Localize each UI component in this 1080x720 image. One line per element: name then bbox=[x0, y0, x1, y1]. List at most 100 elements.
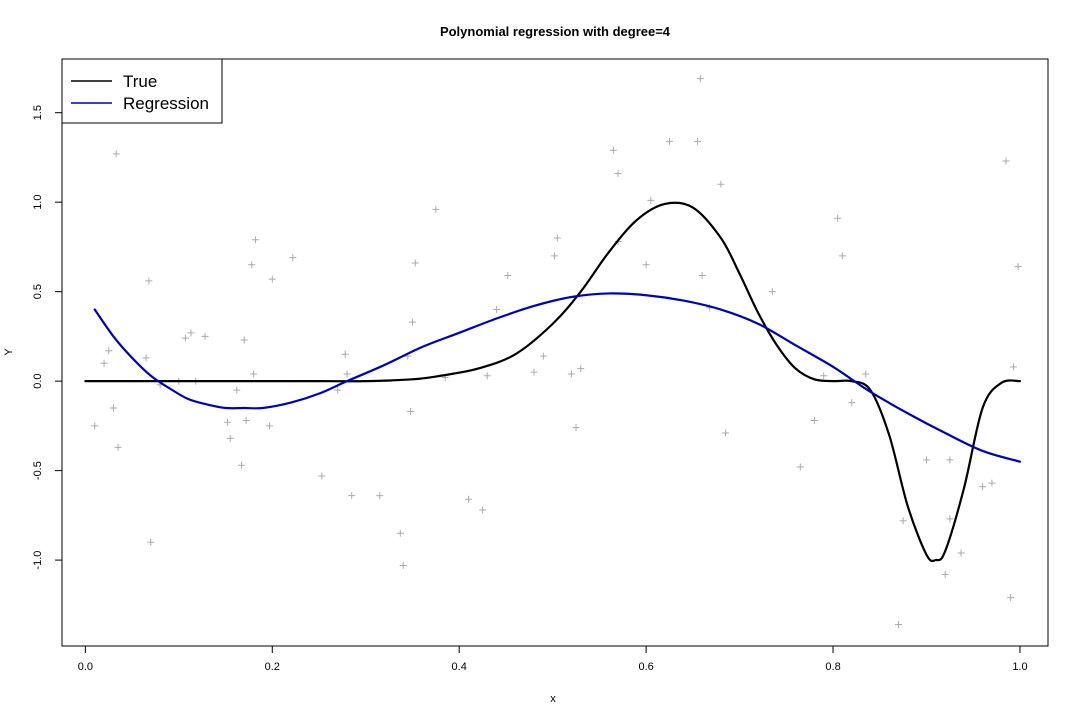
observation-point bbox=[551, 252, 559, 260]
observation-point bbox=[894, 621, 902, 629]
observation-point bbox=[145, 277, 153, 285]
observation-point bbox=[483, 372, 491, 380]
legend: True Regression bbox=[61, 58, 223, 124]
observation-point bbox=[504, 272, 512, 280]
observation-point bbox=[572, 424, 580, 432]
y-tick-label: -1.0 bbox=[32, 551, 44, 570]
observation-point bbox=[251, 236, 259, 244]
y-tick-label: 0.5 bbox=[32, 284, 44, 299]
observation-point bbox=[240, 336, 248, 344]
x-axis: 0.0 0.2 0.4 0.6 0.8 1.0 bbox=[78, 646, 1028, 673]
legend-label-regression: Regression bbox=[123, 94, 209, 113]
scatter-points bbox=[91, 75, 1022, 629]
plot-area-frame bbox=[61, 58, 1049, 647]
observation-point bbox=[717, 180, 725, 188]
y-tick-label: 1.0 bbox=[32, 195, 44, 210]
observation-point bbox=[237, 461, 245, 469]
observation-point bbox=[105, 347, 113, 355]
series-line-true bbox=[84, 201, 1022, 563]
legend-box bbox=[61, 58, 223, 124]
observation-point bbox=[957, 549, 965, 557]
observation-point bbox=[553, 234, 561, 242]
observation-point bbox=[834, 214, 842, 222]
observation-point bbox=[432, 205, 440, 213]
observation-point bbox=[988, 479, 996, 487]
observation-point bbox=[479, 506, 487, 514]
observation-point bbox=[493, 306, 501, 314]
observation-point bbox=[862, 370, 870, 378]
observation-point bbox=[698, 272, 706, 280]
observation-point bbox=[109, 404, 117, 412]
y-axis-label: Y bbox=[3, 348, 15, 356]
observation-point bbox=[694, 137, 702, 145]
observation-point bbox=[1014, 263, 1022, 271]
y-tick-label: 0.0 bbox=[32, 373, 44, 388]
observation-point bbox=[318, 472, 326, 480]
observation-point bbox=[848, 399, 856, 407]
observation-point bbox=[223, 418, 231, 426]
observation-point bbox=[941, 570, 949, 578]
observation-point bbox=[979, 483, 987, 491]
observation-point bbox=[147, 538, 155, 546]
x-tick-label: 0.4 bbox=[452, 661, 467, 673]
observation-point bbox=[112, 150, 120, 158]
observation-point bbox=[465, 495, 473, 503]
observation-point bbox=[810, 417, 818, 425]
observation-point bbox=[289, 254, 297, 262]
x-tick-label: 0.6 bbox=[638, 661, 653, 673]
x-tick-label: 0.8 bbox=[825, 661, 840, 673]
observation-point bbox=[820, 372, 828, 380]
observation-point bbox=[796, 463, 804, 471]
observation-point bbox=[1009, 363, 1017, 371]
observation-point bbox=[348, 492, 356, 500]
x-tick-label: 0.0 bbox=[78, 661, 93, 673]
observation-point bbox=[242, 417, 250, 425]
observation-point bbox=[577, 365, 585, 373]
observation-point bbox=[696, 75, 704, 83]
observation-point bbox=[1007, 594, 1015, 602]
observation-point bbox=[530, 368, 538, 376]
observation-point bbox=[768, 288, 776, 296]
observation-point bbox=[899, 517, 907, 525]
observation-point bbox=[642, 261, 650, 269]
y-tick-label: 1.5 bbox=[32, 105, 44, 120]
observation-point bbox=[226, 434, 234, 442]
observation-point bbox=[233, 386, 241, 394]
observation-point bbox=[341, 350, 349, 358]
observation-point bbox=[408, 318, 416, 326]
observation-point bbox=[539, 352, 547, 360]
observation-point bbox=[399, 561, 407, 569]
observation-point bbox=[376, 492, 384, 500]
chart-title: Polynomial regression with degree=4 bbox=[440, 24, 671, 39]
observation-point bbox=[609, 146, 617, 154]
observation-point bbox=[114, 443, 122, 451]
y-axis: -1.0 -0.5 0.0 0.5 1.0 1.5 bbox=[32, 105, 62, 570]
series-line-regression bbox=[93, 292, 1022, 463]
observation-point bbox=[407, 408, 415, 416]
observation-point bbox=[396, 529, 404, 537]
observation-point bbox=[567, 370, 575, 378]
observation-point bbox=[838, 252, 846, 260]
series-lines bbox=[84, 201, 1022, 563]
observation-point bbox=[100, 359, 108, 367]
observation-point bbox=[181, 334, 189, 342]
observation-point bbox=[248, 261, 256, 269]
observation-point bbox=[946, 515, 954, 523]
y-tick-label: -0.5 bbox=[32, 461, 44, 480]
x-axis-label: x bbox=[550, 693, 556, 705]
observation-point bbox=[334, 386, 342, 394]
observation-point bbox=[1002, 157, 1010, 165]
observation-point bbox=[187, 329, 195, 337]
x-tick-label: 0.2 bbox=[265, 661, 280, 673]
observation-point bbox=[665, 137, 673, 145]
observation-point bbox=[722, 429, 730, 437]
observation-point bbox=[91, 422, 99, 430]
observation-point bbox=[614, 170, 622, 178]
observation-point bbox=[946, 456, 954, 464]
x-tick-label: 1.0 bbox=[1012, 661, 1027, 673]
observation-point bbox=[411, 259, 419, 267]
legend-label-true: True bbox=[123, 72, 157, 91]
observation-point bbox=[923, 456, 931, 464]
observation-point bbox=[250, 370, 258, 378]
